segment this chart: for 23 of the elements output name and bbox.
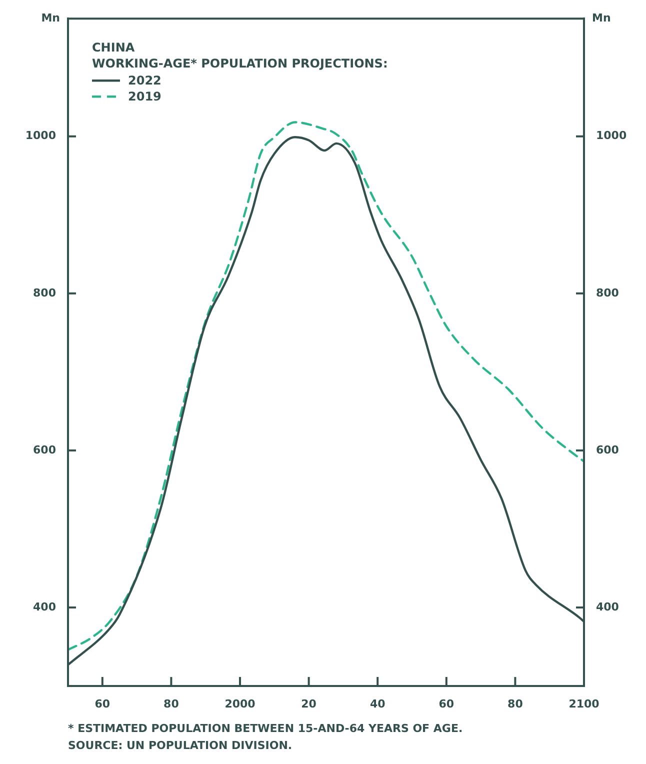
x-tick-label: 80 [164, 697, 180, 710]
legend-label: 2022 [128, 74, 162, 88]
x-tick-label: 2000 [224, 697, 256, 710]
y2-axis-title: Mn [592, 11, 611, 24]
y-tick-label: 400 [33, 600, 56, 614]
y-tick-label: 800 [33, 286, 56, 300]
source-note: SOURCE: UN POPULATION DIVISION. [68, 738, 294, 754]
y2-tick-label: 1000 [596, 129, 627, 142]
y-tick-label: 600 [33, 443, 56, 456]
x-tick-label: 40 [370, 697, 386, 710]
y2-tick-label: 600 [596, 443, 620, 456]
x-tick-label: 80 [508, 697, 524, 710]
y2-tick-label: 400 [596, 600, 620, 614]
text: * ESTIMATED POPULATION BETWEEN 15-AND-64 YEARS OF AGE. [68, 721, 464, 737]
x-tick-label: 20 [301, 697, 317, 710]
x-tick-label: 60 [94, 697, 110, 710]
x-tick-label: 60 [438, 697, 454, 710]
y2-tick-label: 800 [596, 286, 620, 300]
legend-title: CHINA WORKING-AGE* POPULATION PROJECTIONS: [92, 40, 388, 71]
legend-label: 2019 [128, 90, 162, 104]
y-axis-title: Mn [41, 11, 60, 24]
x-tick-label: 2100 [568, 697, 600, 710]
y-tick-label: 1000 [25, 129, 56, 142]
